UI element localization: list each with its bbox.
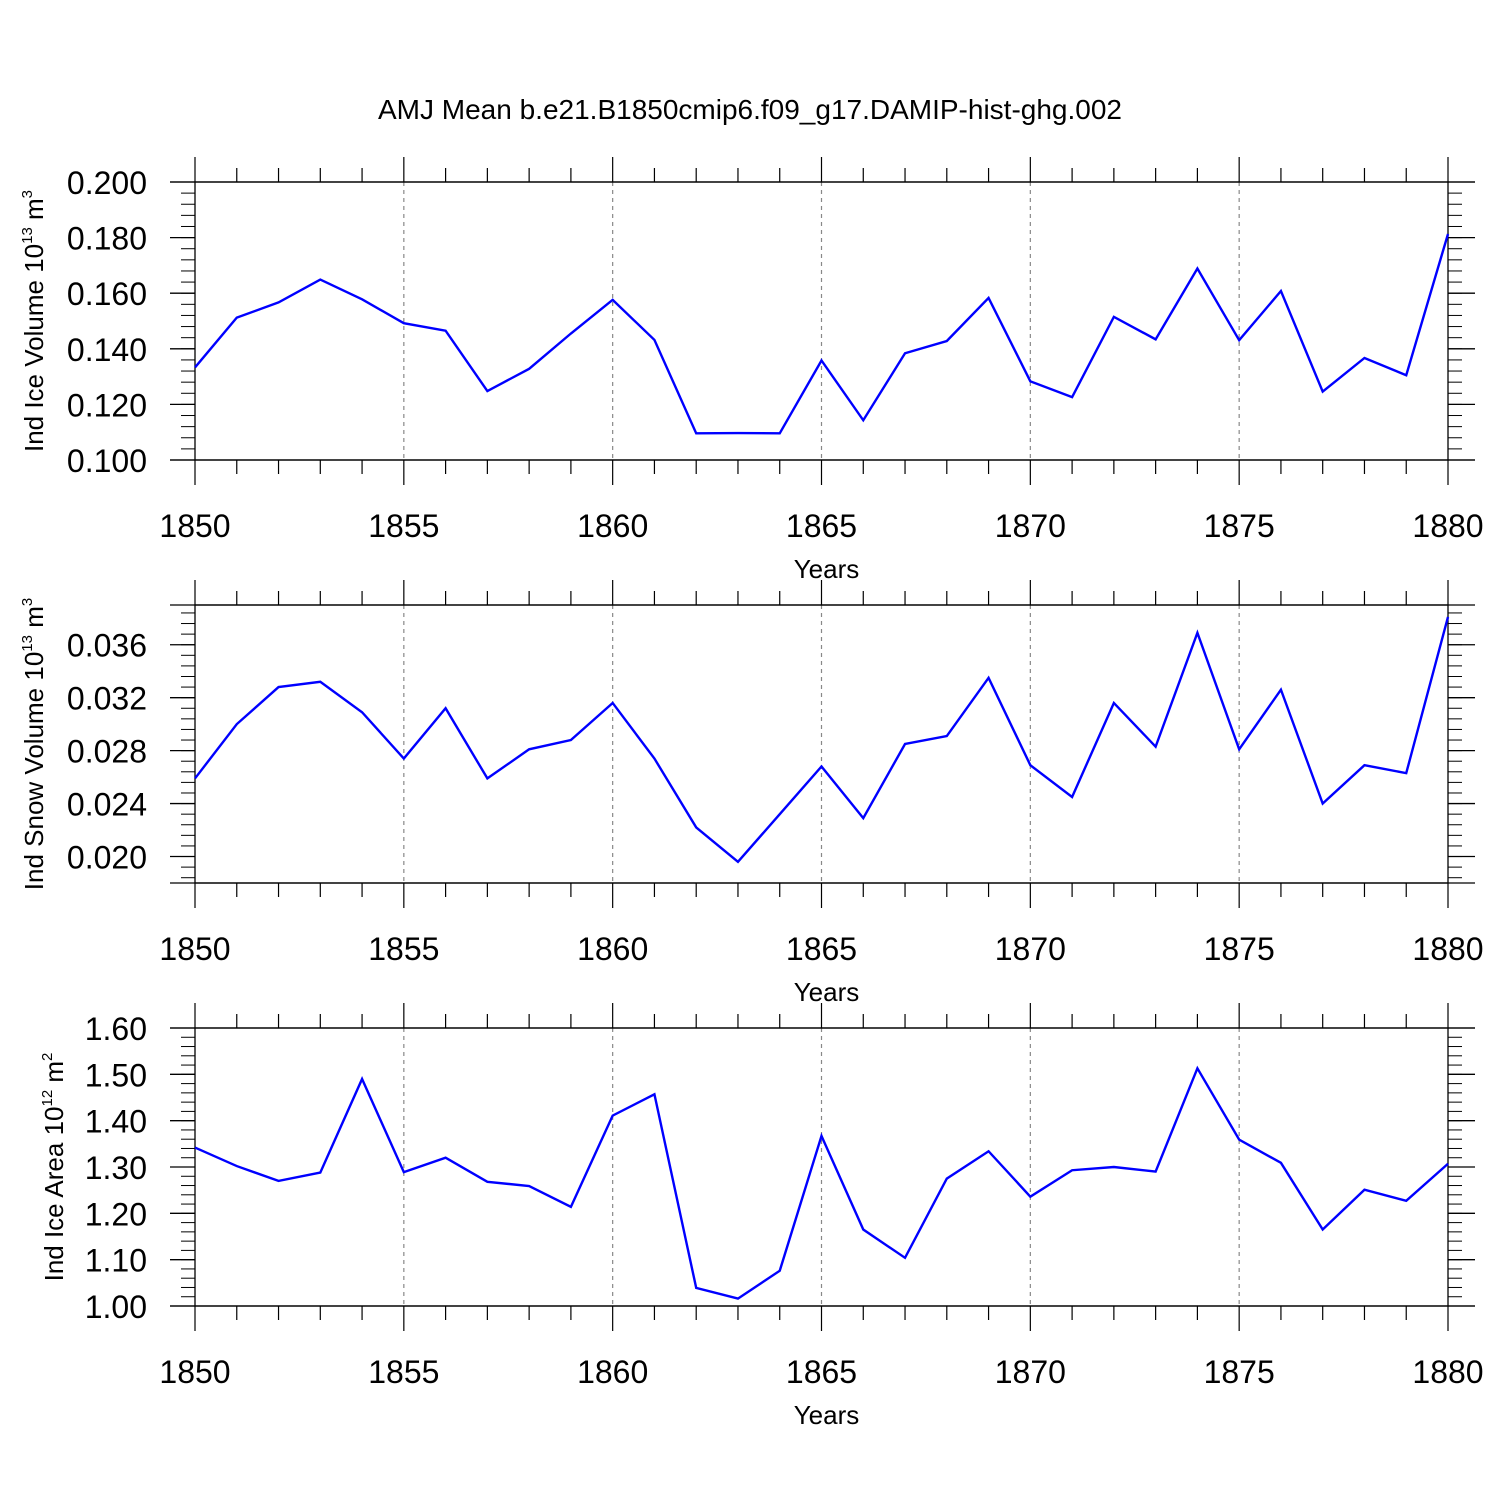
chart-title: AMJ Mean b.e21.B1850cmip6.f09_g17.DAMIP-… — [378, 94, 1122, 125]
x-tick-label: 1850 — [159, 1354, 230, 1390]
x-tick-label: 1865 — [786, 508, 857, 544]
y-tick-label: 0.100 — [67, 443, 147, 479]
y-tick-label: 1.50 — [85, 1057, 147, 1093]
y-tick-label: 0.140 — [67, 332, 147, 368]
x-tick-label: 1870 — [995, 1354, 1066, 1390]
y-tick-label: 0.200 — [67, 165, 147, 201]
y-tick-label: 1.40 — [85, 1104, 147, 1140]
y-axis-title: Ind Snow Volume 1013 m3 — [19, 598, 49, 890]
x-tick-label: 1865 — [786, 1354, 857, 1390]
y-tick-label: 0.020 — [67, 840, 147, 876]
y-tick-label: 0.180 — [67, 221, 147, 257]
y-axis-title: Ind Ice Volume 1013 m3 — [19, 190, 49, 452]
x-tick-label: 1875 — [1204, 931, 1275, 967]
y-tick-label: 1.60 — [85, 1011, 147, 1047]
y-tick-label: 0.160 — [67, 276, 147, 312]
x-tick-label: 1880 — [1412, 931, 1483, 967]
x-tick-label: 1860 — [577, 1354, 648, 1390]
x-tick-label: 1870 — [995, 931, 1066, 967]
x-tick-label: 1865 — [786, 931, 857, 967]
x-tick-label: 1850 — [159, 931, 230, 967]
y-tick-label: 1.30 — [85, 1150, 147, 1186]
x-tick-label: 1875 — [1204, 1354, 1275, 1390]
x-tick-label: 1860 — [577, 931, 648, 967]
panel-ice-volume: 0.100 0.120 0.140 0.160 0.180 0.200 1850 1855 18… — [19, 157, 1484, 584]
x-tick-label: 1850 — [159, 508, 230, 544]
x-tick-label: 1880 — [1412, 1354, 1483, 1390]
x-tick-label: 1855 — [368, 1354, 439, 1390]
y-tick-label: 1.00 — [85, 1289, 147, 1325]
x-tick-label: 1875 — [1204, 508, 1275, 544]
y-tick-label: 0.120 — [67, 387, 147, 423]
x-axis-title: Years — [794, 1400, 860, 1430]
x-tick-label: 1855 — [368, 931, 439, 967]
x-axis-title: Years — [794, 554, 860, 584]
y-tick-label: 1.10 — [85, 1243, 147, 1279]
y-axis-title: Ind Ice Area 1012 m2 — [39, 1053, 69, 1282]
y-tick-label: 0.024 — [67, 787, 147, 823]
y-tick-label: 1.20 — [85, 1196, 147, 1232]
x-axis-title: Years — [794, 977, 860, 1007]
panel-ice-area: 1.00 1.10 1.20 1.30 1.40 1.50 1.60 1850 1855 1860… — [39, 1003, 1484, 1430]
y-tick-label: 0.032 — [67, 681, 147, 717]
x-tick-label: 1880 — [1412, 508, 1483, 544]
y-tick-label: 0.028 — [67, 734, 147, 770]
x-tick-label: 1855 — [368, 508, 439, 544]
y-tick-label: 0.036 — [67, 628, 147, 664]
x-tick-label: 1870 — [995, 508, 1066, 544]
panel-snow-volume: 0.020 0.024 0.028 0.032 0.036 1850 1855 1860 186… — [19, 580, 1484, 1007]
x-tick-label: 1860 — [577, 508, 648, 544]
